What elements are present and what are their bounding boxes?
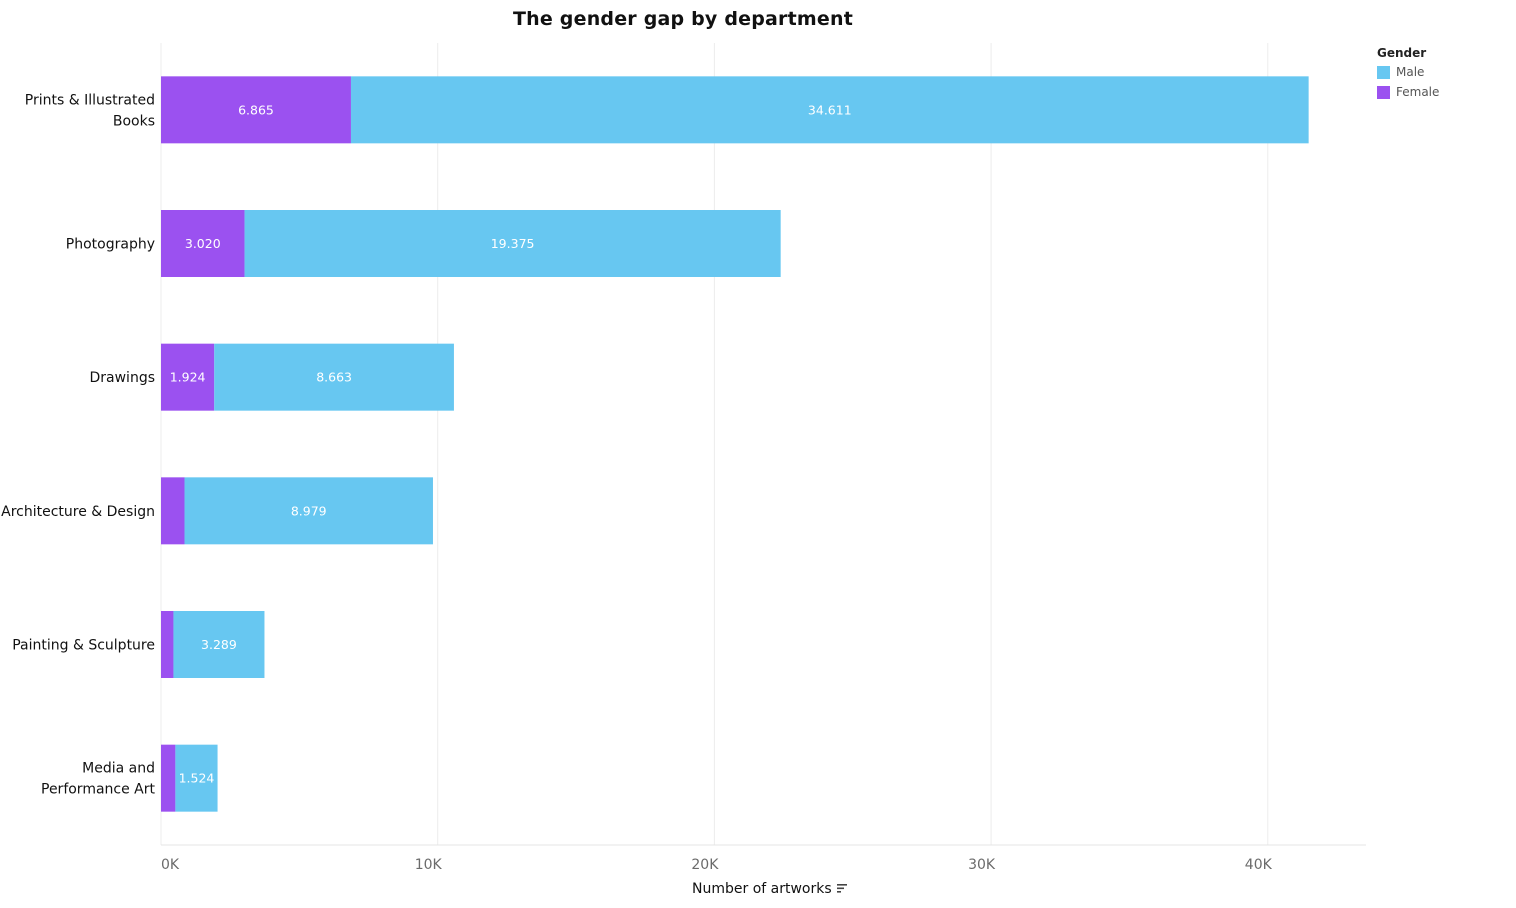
bar-male-5[interactable]	[175, 744, 218, 812]
legend-label-female: Female	[1396, 85, 1440, 99]
legend: Gender Male Female	[1377, 46, 1439, 102]
category-label-4: Painting & Sculpture	[12, 638, 155, 654]
category-label-0-line-0: Prints & Illustrated	[25, 92, 155, 108]
legend-item-female[interactable]: Female	[1377, 82, 1439, 102]
x-axis-ticks: 0K 10K 20K 30K 40K	[161, 857, 1273, 873]
legend-swatch-female	[1377, 85, 1390, 99]
bar-male-4[interactable]	[173, 611, 265, 678]
category-label-2: Drawings	[89, 370, 155, 386]
legend-swatch-male	[1377, 65, 1390, 79]
bar-female-1[interactable]	[161, 210, 245, 277]
x-tick-label-2: 20K	[691, 857, 719, 873]
data-label-male-5: 1.524	[179, 771, 215, 786]
legend-title: Gender	[1377, 46, 1427, 60]
x-tick-label-3: 30K	[968, 857, 996, 873]
bar-female-3[interactable]	[161, 477, 185, 545]
bar-male-1[interactable]	[244, 210, 781, 277]
bar-female-0[interactable]	[161, 76, 351, 144]
chart-title: The gender gap by department	[513, 8, 853, 30]
data-labels: 6.865 34.611 3.020 19.375 1.924 8.663 8.979 3.2…	[170, 102, 852, 785]
data-label-male-2: 8.663	[316, 370, 352, 385]
grid-lines	[160, 43, 1366, 846]
category-labels: Prints & Illustrated Books Photography Draw…	[1, 92, 155, 797]
x-tick-label-1: 10K	[415, 857, 443, 873]
category-label-0-line-1: Books	[113, 113, 155, 129]
category-label-1: Photography	[66, 237, 155, 253]
x-tick-label-0: 0K	[161, 857, 180, 873]
data-label-female-1: 3.020	[185, 236, 221, 251]
bar-female-2[interactable]	[161, 343, 215, 411]
data-label-male-0: 34.611	[808, 102, 852, 117]
bar-male-0[interactable]	[350, 76, 1309, 144]
bar-male-2[interactable]	[214, 343, 454, 411]
data-label-male-4: 3.289	[201, 637, 237, 652]
x-axis-title[interactable]: Number of artworks	[692, 881, 848, 897]
bar-male-3[interactable]	[184, 477, 433, 545]
x-axis-title-text: Number of artworks	[692, 881, 832, 897]
bar-female-4[interactable]	[161, 611, 174, 678]
data-label-female-0: 6.865	[238, 102, 274, 117]
data-label-female-2: 1.924	[170, 370, 206, 385]
category-label-5-line-1: Performance Art	[41, 782, 156, 798]
category-label-3: Architecture & Design	[1, 504, 155, 520]
legend-item-male[interactable]: Male	[1377, 62, 1439, 82]
legend-label-male: Male	[1396, 65, 1425, 79]
category-label-5-line-0: Media and	[82, 761, 155, 777]
data-label-male-3: 8.979	[291, 503, 327, 518]
bar-female-5[interactable]	[161, 744, 176, 812]
x-tick-label-4: 40K	[1245, 857, 1273, 873]
sort-descending-icon[interactable]	[836, 883, 848, 893]
data-label-male-1: 19.375	[491, 236, 535, 251]
bars	[161, 76, 1309, 812]
